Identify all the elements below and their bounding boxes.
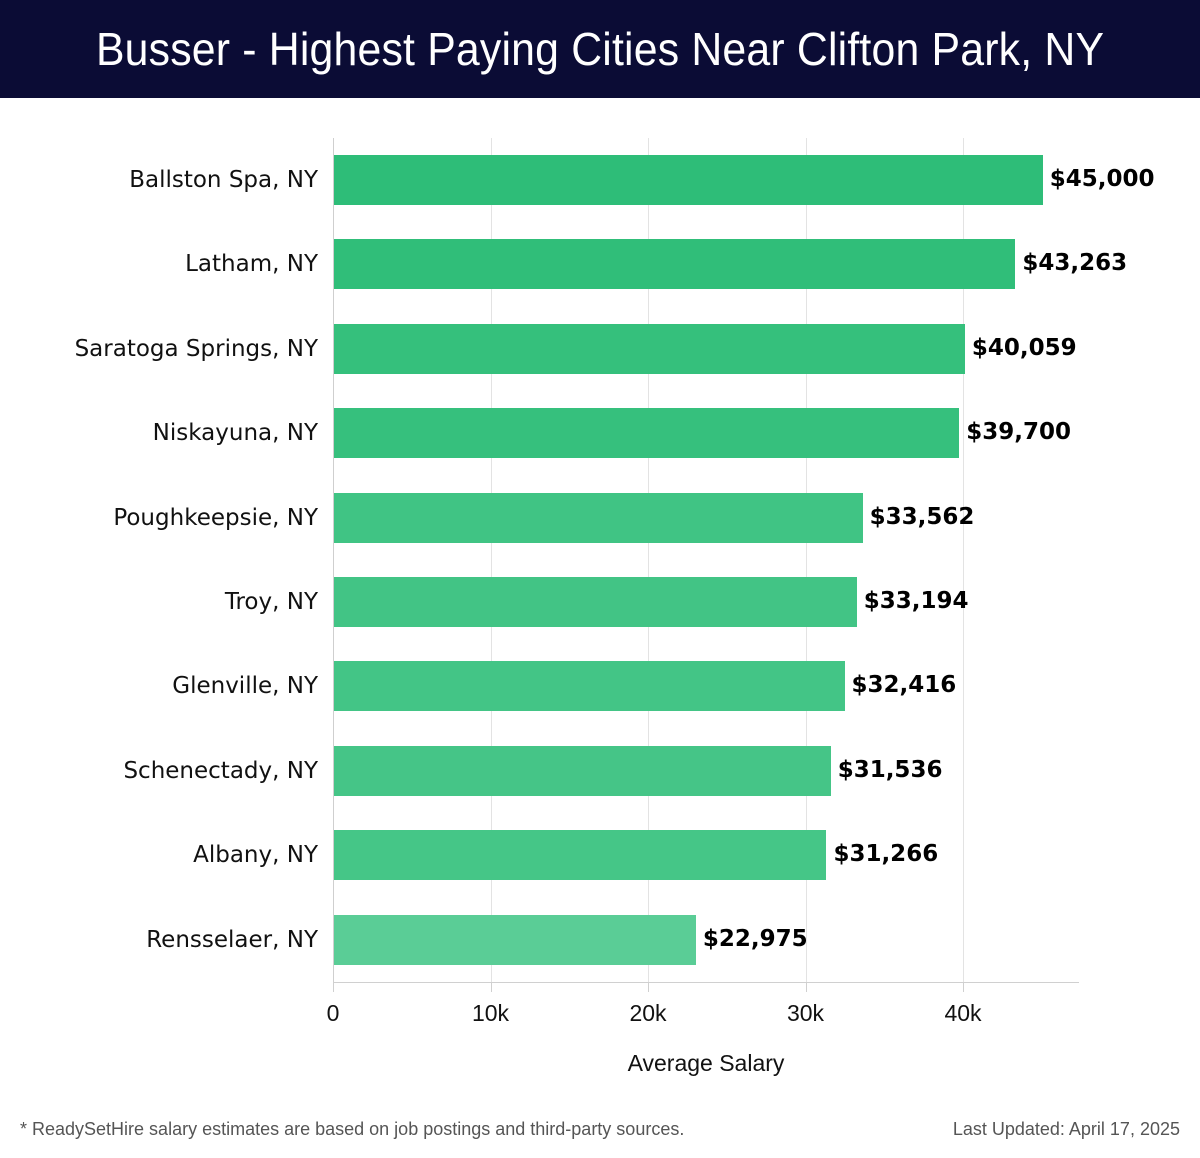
x-tick-label: 10k bbox=[471, 1000, 510, 1026]
bar-category-label: Saratoga Springs, NY bbox=[74, 335, 318, 362]
x-axis-line bbox=[333, 982, 1079, 983]
bar bbox=[334, 661, 845, 712]
gridline bbox=[648, 138, 649, 992]
bar-category-label: Albany, NY bbox=[193, 842, 318, 869]
x-tick-mark bbox=[805, 982, 807, 992]
x-tick-mark bbox=[963, 982, 964, 992]
bar-category-label: Ballston Spa, NY bbox=[129, 167, 318, 193]
gridline bbox=[490, 138, 492, 992]
bar-value-label: $43,263 bbox=[1022, 250, 1128, 277]
x-tick-mark bbox=[333, 982, 334, 992]
bar bbox=[334, 830, 827, 881]
bar bbox=[334, 155, 1043, 205]
bar-value-label: $40,059 bbox=[971, 334, 1077, 361]
gridline bbox=[963, 138, 964, 992]
bar-category-label: Glenville, NY bbox=[172, 673, 318, 700]
bar bbox=[334, 492, 863, 543]
bar-value-label: $39,700 bbox=[966, 419, 1072, 446]
bar-value-label: $31,536 bbox=[837, 756, 943, 783]
x-tick-mark bbox=[490, 982, 492, 992]
bar-value-label: $22,975 bbox=[702, 925, 808, 952]
bar bbox=[334, 745, 831, 796]
x-tick-label: 30k bbox=[786, 1000, 825, 1026]
x-tick-label: 20k bbox=[629, 1000, 667, 1026]
x-tick-mark bbox=[648, 982, 649, 992]
bar-value-label: $33,194 bbox=[863, 588, 969, 614]
bar-value-label: $32,416 bbox=[851, 672, 957, 699]
chart-header: Busser - Highest Paying Cities Near Clif… bbox=[0, 0, 1200, 98]
bar bbox=[334, 408, 960, 459]
bar-category-label: Schenectady, NY bbox=[123, 757, 318, 784]
y-axis-line bbox=[333, 138, 334, 992]
bar-value-label: $45,000 bbox=[1049, 166, 1155, 192]
bar bbox=[334, 239, 1016, 290]
x-tick-label: 0 bbox=[326, 1000, 340, 1026]
bar-category-label: Latham, NY bbox=[185, 251, 318, 278]
bar-category-label: Troy, NY bbox=[224, 589, 318, 615]
bar bbox=[334, 914, 696, 965]
bar bbox=[334, 323, 965, 374]
gridline bbox=[805, 138, 807, 992]
bar-category-label: Poughkeepsie, NY bbox=[113, 504, 318, 531]
x-axis-title: Average Salary bbox=[627, 1050, 785, 1076]
bar-value-label: $31,266 bbox=[833, 841, 939, 868]
footer-disclaimer: * ReadySetHire salary estimates are base… bbox=[20, 1119, 685, 1139]
bar bbox=[334, 577, 857, 627]
chart-title: Busser - Highest Paying Cities Near Clif… bbox=[95, 23, 1105, 75]
bar-value-label: $33,562 bbox=[869, 503, 975, 530]
x-tick-label: 40k bbox=[944, 1000, 982, 1026]
bar-category-label: Rensselaer, NY bbox=[146, 926, 318, 953]
footer-last-updated: Last Updated: April 17, 2025 bbox=[952, 1119, 1180, 1139]
bar-category-label: Niskayuna, NY bbox=[152, 420, 318, 447]
